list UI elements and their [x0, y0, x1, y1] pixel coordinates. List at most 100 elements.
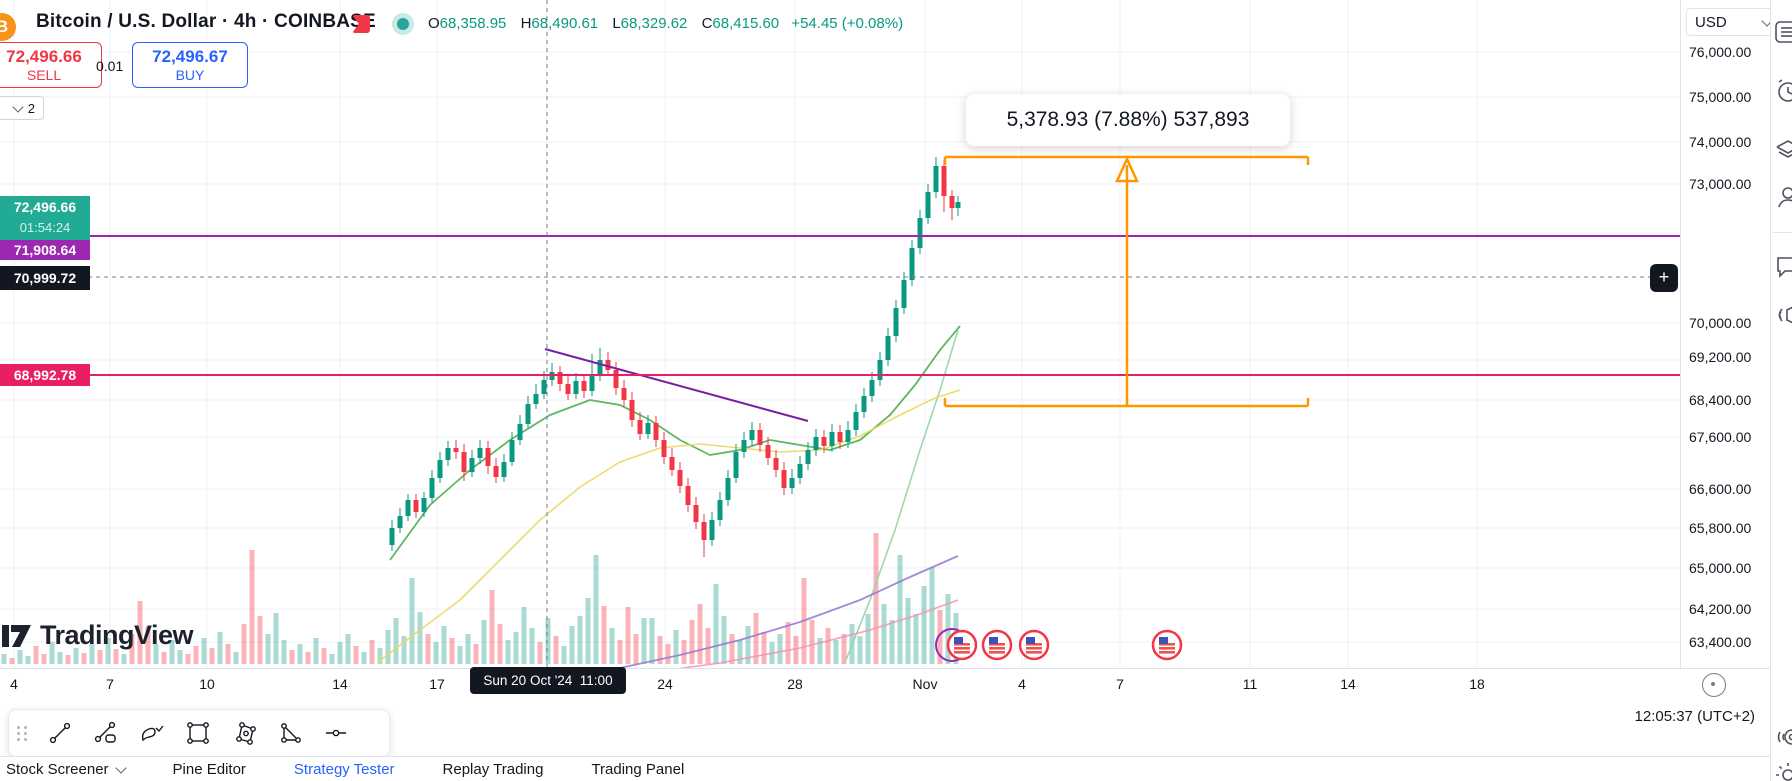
- tab-replay-trading[interactable]: Replay Trading: [442, 760, 544, 778]
- candle-body: [725, 478, 731, 500]
- layers-icon[interactable]: [1775, 138, 1792, 167]
- trend-line-drawing: [544, 348, 809, 422]
- volume-bar: [121, 654, 127, 664]
- triangle-tool[interactable]: [272, 715, 308, 751]
- radar-icon[interactable]: [1775, 724, 1792, 755]
- object-tree-collapse-chip[interactable]: 2: [0, 96, 44, 120]
- volume-bar: [289, 650, 295, 664]
- volume-bar: [505, 640, 511, 664]
- watchlist-icon[interactable]: [1775, 20, 1792, 49]
- volume-bar: [97, 650, 103, 664]
- volume-bar: [257, 616, 263, 664]
- candle-body: [581, 381, 587, 391]
- candle-body: [485, 448, 491, 466]
- ideas-profile-icon[interactable]: [1775, 184, 1792, 215]
- candle-body: [717, 500, 723, 520]
- tradingview-watermark: TradingView: [2, 620, 194, 651]
- candle-body: [733, 452, 739, 478]
- candle-body: [765, 445, 771, 458]
- currency-selector[interactable]: USD: [1686, 8, 1780, 36]
- trend-line-tool[interactable]: [42, 715, 78, 751]
- volume-bar: [873, 533, 879, 664]
- flag-bookmark-icon[interactable]: [352, 15, 370, 33]
- price-tick-label: 76,000.00: [1689, 44, 1752, 60]
- tab-trading-panel[interactable]: Trading Panel: [591, 760, 685, 778]
- time-scale[interactable]: 4 7 10 14 17 24 28 Nov 4 7 11 14 18: [0, 668, 1792, 703]
- rectangle-tool[interactable]: [180, 715, 216, 751]
- volume-bar: [761, 632, 767, 664]
- candle-body: [445, 448, 451, 460]
- drag-handle[interactable]: [17, 725, 28, 741]
- volume-bar: [601, 606, 607, 664]
- volume-bar: [489, 590, 495, 664]
- tab-stock-screener[interactable]: Stock Screener: [6, 761, 127, 778]
- time-tick-label: 4: [1018, 676, 1026, 692]
- volume-bar: [401, 636, 407, 664]
- volume-bar: [857, 636, 863, 664]
- settings-gear-icon[interactable]: [1775, 762, 1792, 781]
- add-order-plus-button[interactable]: +: [1650, 264, 1678, 292]
- candle-body: [605, 360, 611, 370]
- volume-bar: [809, 620, 815, 664]
- volume-bar: [617, 640, 623, 664]
- volume-bar: [553, 636, 559, 664]
- volume-bar: [785, 622, 791, 664]
- volume-bar: [265, 634, 271, 664]
- time-tick-label: 7: [1116, 676, 1124, 692]
- volume-bar: [377, 648, 383, 664]
- volume-bar: [393, 618, 399, 664]
- horizontal-line-tool[interactable]: [318, 715, 354, 751]
- volume-bar: [73, 648, 79, 664]
- info-line-tool[interactable]: [88, 715, 124, 751]
- volume-bar: [225, 644, 231, 664]
- candle-body: [493, 466, 499, 477]
- sidebar-divider: [1773, 232, 1792, 233]
- volume-bar: [321, 648, 327, 664]
- volume-bar: [737, 640, 743, 664]
- brush-tool[interactable]: [134, 715, 170, 751]
- time-tick-label: 17: [429, 676, 445, 692]
- megaphone-icon[interactable]: [1775, 302, 1792, 333]
- candle-body: [645, 423, 651, 434]
- candle-body: [949, 196, 955, 208]
- ma-violet: [559, 555, 959, 681]
- candle-body: [773, 458, 779, 470]
- time-tick-label: 11: [1242, 676, 1258, 692]
- candle-body: [397, 516, 403, 528]
- volume-bar: [25, 656, 31, 664]
- alerts-clock-icon[interactable]: [1775, 78, 1792, 109]
- bottom-panel-tabs: Stock Screener Pine Editor Strategy Tester…: [0, 756, 1792, 781]
- current-price-badge: 72,496.66 01:54:24: [0, 196, 90, 240]
- price-tick-label: 65,800.00: [1689, 520, 1752, 536]
- candle-body: [845, 430, 851, 442]
- chat-icon[interactable]: [1775, 254, 1792, 283]
- volume-bar: [865, 614, 871, 664]
- volume-bar: [369, 640, 375, 664]
- go-to-realtime-icon[interactable]: [1702, 673, 1726, 697]
- price-tick-label: 74,000.00: [1689, 134, 1752, 150]
- candle-body: [517, 424, 523, 440]
- rotated-rectangle-tool[interactable]: [226, 715, 262, 751]
- volume-bar: [17, 650, 23, 664]
- candle-body: [709, 520, 715, 540]
- volume-bar: [233, 652, 239, 664]
- volume-bar: [105, 638, 111, 664]
- price-scale[interactable]: 76,000.00 75,000.00 74,000.00 73,000.00 70,0…: [1680, 0, 1771, 700]
- crosshair-date-tooltip: Sun 20 Oct '24 11:00: [470, 667, 626, 694]
- volume-bar: [153, 644, 159, 664]
- buy-button[interactable]: 72,496.67 BUY: [132, 42, 248, 88]
- sell-button[interactable]: 72,496.66 SELL: [0, 42, 102, 88]
- candle-body: [533, 394, 539, 404]
- candle-body: [685, 486, 691, 505]
- tab-pine-editor[interactable]: Pine Editor: [172, 760, 246, 778]
- candle-body: [749, 430, 755, 440]
- volume-bar: [473, 644, 479, 664]
- symbol-title[interactable]: Bitcoin / U.S. Dollar · 4h · COINBASE: [36, 11, 376, 32]
- price-tick-label: 67,600.00: [1689, 429, 1752, 445]
- volume-bar: [113, 649, 119, 664]
- candle-body: [757, 430, 763, 445]
- tab-strategy-tester[interactable]: Strategy Tester: [293, 760, 395, 778]
- session-clock[interactable]: 12:05:37 (UTC+2): [1634, 708, 1755, 725]
